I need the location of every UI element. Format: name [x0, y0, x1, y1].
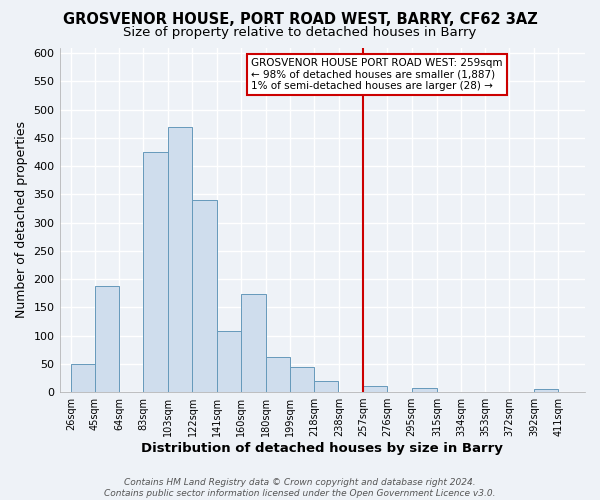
Bar — [535, 390, 559, 392]
Bar — [364, 386, 388, 392]
Bar — [241, 294, 266, 392]
Bar — [266, 357, 290, 392]
Y-axis label: Number of detached properties: Number of detached properties — [15, 122, 28, 318]
Text: GROSVENOR HOUSE, PORT ROAD WEST, BARRY, CF62 3AZ: GROSVENOR HOUSE, PORT ROAD WEST, BARRY, … — [62, 12, 538, 28]
Text: Size of property relative to detached houses in Barry: Size of property relative to detached ho… — [124, 26, 476, 39]
Text: GROSVENOR HOUSE PORT ROAD WEST: 259sqm
← 98% of detached houses are smaller (1,8: GROSVENOR HOUSE PORT ROAD WEST: 259sqm ←… — [251, 58, 503, 91]
Bar — [290, 367, 314, 392]
Bar — [143, 152, 169, 392]
Bar — [95, 286, 119, 392]
Bar — [217, 331, 241, 392]
Text: Contains HM Land Registry data © Crown copyright and database right 2024.
Contai: Contains HM Land Registry data © Crown c… — [104, 478, 496, 498]
Bar — [169, 126, 193, 392]
Bar — [193, 200, 217, 392]
Bar — [71, 364, 95, 392]
Bar — [412, 388, 437, 392]
Bar — [314, 381, 338, 392]
X-axis label: Distribution of detached houses by size in Barry: Distribution of detached houses by size … — [142, 442, 503, 455]
